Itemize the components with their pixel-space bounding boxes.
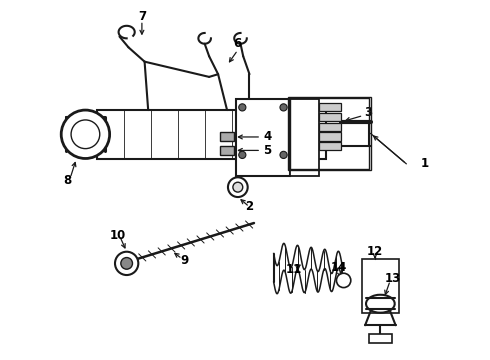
Circle shape — [115, 252, 138, 275]
Circle shape — [71, 120, 100, 149]
Bar — [362, 259, 399, 313]
Bar — [368, 334, 392, 343]
Bar — [318, 103, 341, 111]
Bar — [318, 123, 341, 131]
Text: 2: 2 — [245, 201, 253, 213]
Bar — [220, 132, 234, 141]
Circle shape — [61, 110, 110, 158]
Bar — [290, 98, 368, 169]
Text: 8: 8 — [63, 174, 72, 186]
Text: 10: 10 — [110, 229, 126, 242]
Circle shape — [280, 151, 287, 158]
Bar — [318, 142, 341, 150]
Bar — [288, 96, 370, 170]
Bar — [236, 99, 290, 176]
Bar — [220, 146, 234, 155]
Bar — [97, 110, 326, 159]
Text: 14: 14 — [331, 261, 347, 274]
Text: 11: 11 — [286, 263, 302, 276]
Circle shape — [280, 104, 287, 111]
Bar — [290, 99, 318, 176]
Circle shape — [239, 151, 246, 158]
Text: 4: 4 — [263, 130, 271, 144]
Text: 1: 1 — [420, 157, 428, 170]
Bar — [318, 113, 341, 121]
Circle shape — [228, 177, 247, 197]
Text: 9: 9 — [180, 254, 188, 267]
Text: 5: 5 — [263, 144, 271, 157]
Text: 7: 7 — [138, 10, 146, 23]
Text: 3: 3 — [365, 106, 373, 119]
Bar — [318, 132, 341, 140]
Text: 13: 13 — [385, 272, 401, 285]
Circle shape — [233, 182, 243, 192]
Circle shape — [337, 273, 351, 288]
Text: 12: 12 — [367, 245, 383, 258]
Text: 6: 6 — [234, 37, 242, 50]
Circle shape — [239, 104, 246, 111]
Circle shape — [121, 257, 132, 269]
